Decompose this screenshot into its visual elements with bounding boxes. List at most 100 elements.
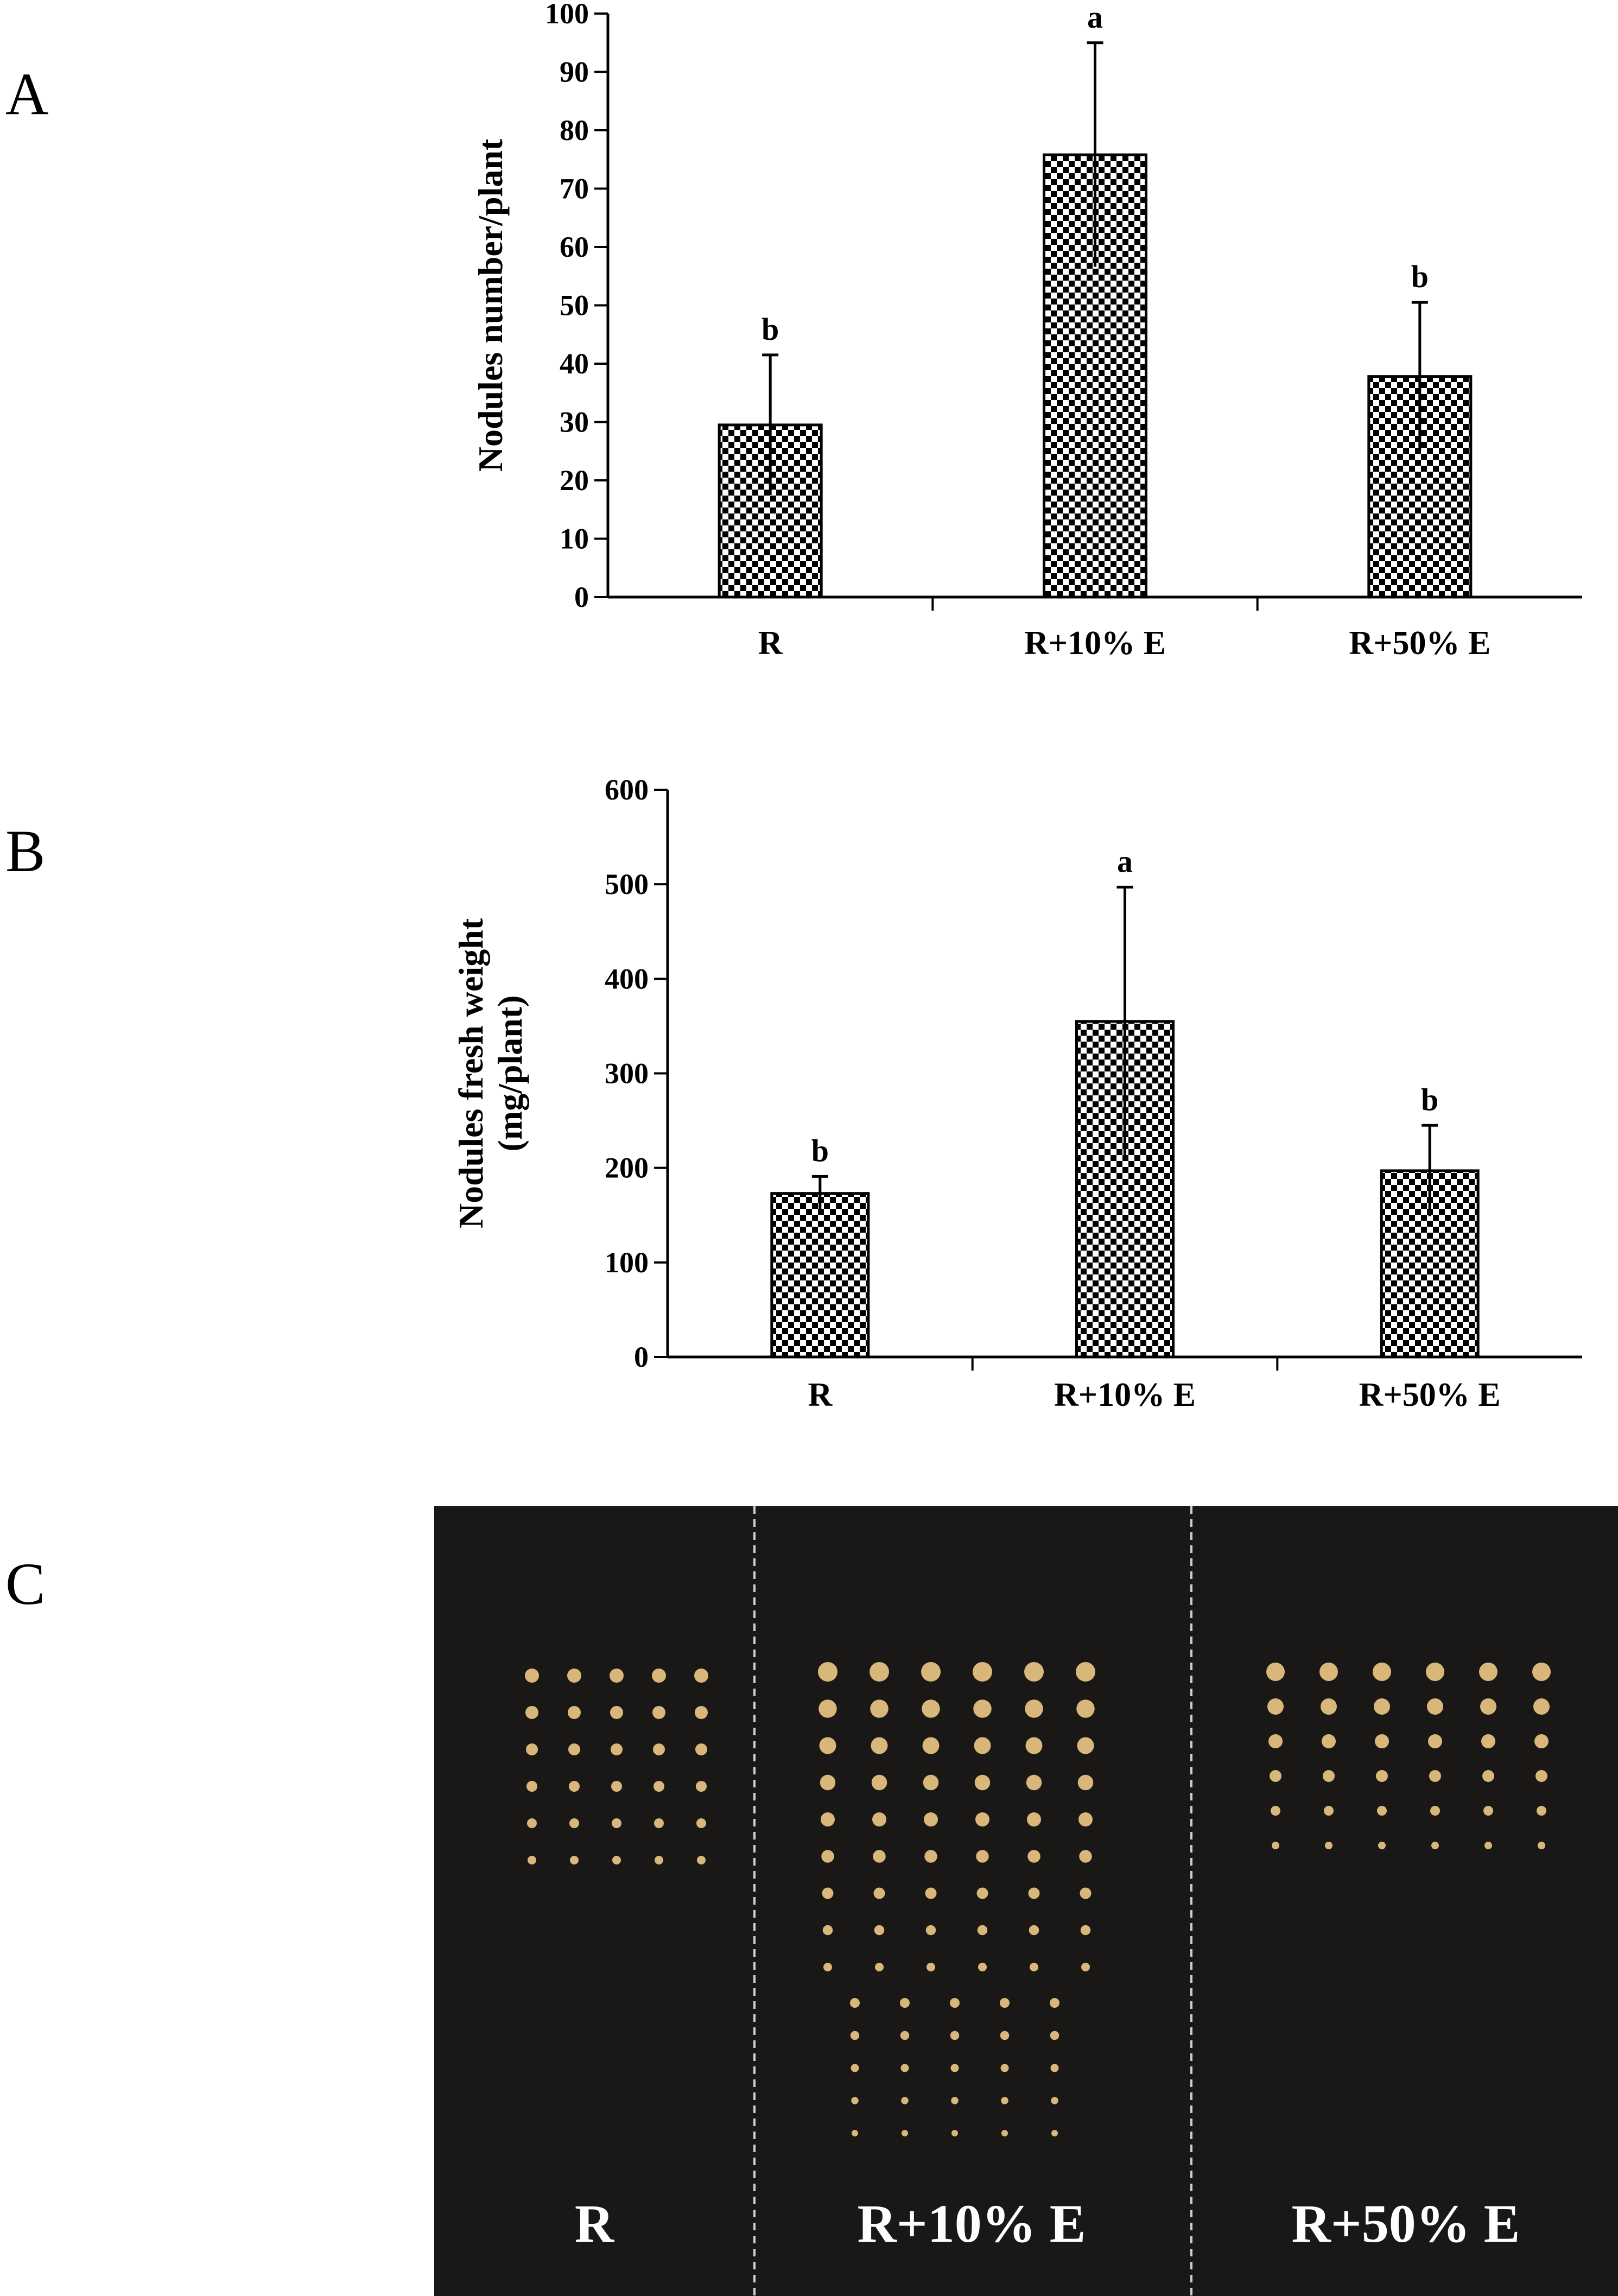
nodule-dot bbox=[951, 2097, 959, 2104]
nodule-dot bbox=[850, 1998, 860, 2008]
nodule-dot bbox=[1325, 1842, 1333, 1849]
nodule-dot bbox=[900, 2064, 909, 2072]
nodule-dot bbox=[1378, 1842, 1386, 1849]
y-axis-title: Nodules number/plant bbox=[471, 138, 510, 472]
nodule-dot bbox=[1030, 1963, 1038, 1971]
nodule-dot bbox=[819, 1737, 836, 1754]
nodule-dot bbox=[900, 2031, 910, 2040]
nodule-dot bbox=[1027, 1850, 1040, 1863]
nodule-dot bbox=[611, 1743, 623, 1755]
nodule-dot bbox=[927, 1963, 935, 1971]
nodule-dot bbox=[695, 1706, 708, 1719]
nodule-dot bbox=[871, 1737, 888, 1754]
y-tick-label: 200 bbox=[605, 1152, 649, 1184]
nodule-dot bbox=[1373, 1663, 1391, 1681]
photo-label-r-50-e: R+50% E bbox=[1292, 2193, 1520, 2254]
nodule-dot bbox=[1076, 1662, 1095, 1682]
nodule-dot bbox=[568, 1743, 580, 1755]
nodule-dot bbox=[873, 1850, 886, 1863]
nodule-dot bbox=[1376, 1770, 1388, 1782]
nodule-dot bbox=[653, 1781, 664, 1792]
significance-letter: b bbox=[1411, 259, 1429, 294]
nodule-dot bbox=[1270, 1770, 1281, 1782]
nodule-dot bbox=[1480, 1698, 1496, 1715]
significance-letter: b bbox=[1421, 1082, 1438, 1117]
y-tick-label: 400 bbox=[605, 962, 649, 995]
nodule-dot bbox=[1000, 2064, 1009, 2072]
bar bbox=[1075, 1020, 1175, 1359]
y-tick-label: 80 bbox=[560, 114, 589, 147]
nodule-dot bbox=[696, 1781, 707, 1792]
category-label: R+50% E bbox=[1359, 1377, 1501, 1413]
nodule-dot bbox=[1483, 1806, 1493, 1816]
nodule-dot bbox=[1079, 1850, 1092, 1863]
nodule-dot bbox=[922, 1699, 940, 1718]
nodule-dot bbox=[925, 1925, 936, 1936]
nodule-dot bbox=[820, 1774, 836, 1791]
nodule-dot bbox=[697, 1856, 706, 1864]
nodule-dot bbox=[872, 1812, 886, 1826]
nodule-dot bbox=[526, 1781, 537, 1792]
nodule-dot bbox=[568, 1706, 581, 1719]
axes: 0 10 20 30 40 50 60 70 80 90 100 R R+10% E R+50% E bbox=[545, 0, 1582, 662]
nodule-dot bbox=[900, 1998, 910, 2008]
nodule-dot bbox=[527, 1818, 537, 1828]
nodule-dot bbox=[1431, 1842, 1439, 1849]
y-tick-label: 70 bbox=[560, 173, 589, 205]
nodule-dot bbox=[923, 1774, 939, 1791]
nodule-dot bbox=[1050, 1998, 1059, 2008]
nodule-dot bbox=[1484, 1842, 1492, 1849]
nodule-dot bbox=[1319, 1663, 1338, 1681]
category-label: R+10% E bbox=[1054, 1377, 1196, 1413]
category-label: R bbox=[758, 625, 783, 662]
nodule-dot bbox=[1377, 1806, 1387, 1816]
nodule-dot bbox=[1077, 1774, 1094, 1791]
nodule-dot bbox=[1025, 1699, 1043, 1718]
y-tick-label: 500 bbox=[605, 868, 649, 900]
photo-background bbox=[434, 1506, 1618, 2296]
nodule-dot bbox=[1482, 1770, 1494, 1782]
bars: b a b bbox=[718, 0, 1473, 599]
nodule-dot bbox=[1537, 1806, 1546, 1816]
nodule-dot bbox=[1322, 1734, 1336, 1748]
nodule-dot bbox=[1001, 2097, 1008, 2104]
category-label: R+50% E bbox=[1349, 625, 1490, 662]
significance-letter: a bbox=[1117, 843, 1133, 879]
significance-letter: a bbox=[1087, 0, 1103, 35]
y-tick-label: 20 bbox=[560, 464, 589, 497]
nodule-dot bbox=[974, 1774, 991, 1791]
nodule-dot bbox=[822, 1887, 834, 1899]
nodule-dot bbox=[1429, 1770, 1441, 1782]
nodule-dot bbox=[823, 1963, 832, 1971]
nodule-dot bbox=[1027, 1812, 1041, 1826]
nodule-dot bbox=[1535, 1770, 1547, 1782]
nodule-dot bbox=[1000, 2031, 1010, 2040]
nodule-dot bbox=[1081, 1963, 1090, 1971]
significance-letter: b bbox=[762, 312, 779, 347]
nodule-dot bbox=[1025, 1737, 1043, 1754]
bars: b a b bbox=[770, 843, 1480, 1359]
nodule-dot bbox=[610, 1706, 623, 1719]
nodule-dot bbox=[850, 2031, 860, 2040]
nodule-dot bbox=[1051, 2097, 1058, 2104]
photo-label-r-10-e: R+10% E bbox=[858, 2193, 1086, 2254]
y-tick-label: 50 bbox=[560, 289, 589, 322]
nodule-dot bbox=[924, 1850, 937, 1863]
y-tick-label: 40 bbox=[560, 347, 589, 380]
nodule-dot bbox=[526, 1743, 538, 1755]
nodule-dot bbox=[922, 1737, 940, 1754]
nodule-dot bbox=[1266, 1663, 1285, 1681]
panel-label-c: C bbox=[5, 1551, 46, 1617]
nodule-dot bbox=[1050, 2031, 1059, 2040]
nodule-dot bbox=[653, 1743, 665, 1755]
bar bbox=[1043, 153, 1147, 599]
nodule-dot bbox=[1374, 1698, 1390, 1715]
nodule-dot bbox=[1080, 1925, 1091, 1936]
nodule-dot bbox=[569, 1781, 580, 1792]
nodule-dot bbox=[1028, 1887, 1040, 1899]
nodule-dot bbox=[525, 1706, 538, 1719]
nodule-dot bbox=[901, 2097, 909, 2104]
nodule-dot bbox=[873, 1887, 885, 1899]
nodule-dot bbox=[821, 1812, 835, 1826]
nodule-dot bbox=[1029, 1925, 1039, 1936]
